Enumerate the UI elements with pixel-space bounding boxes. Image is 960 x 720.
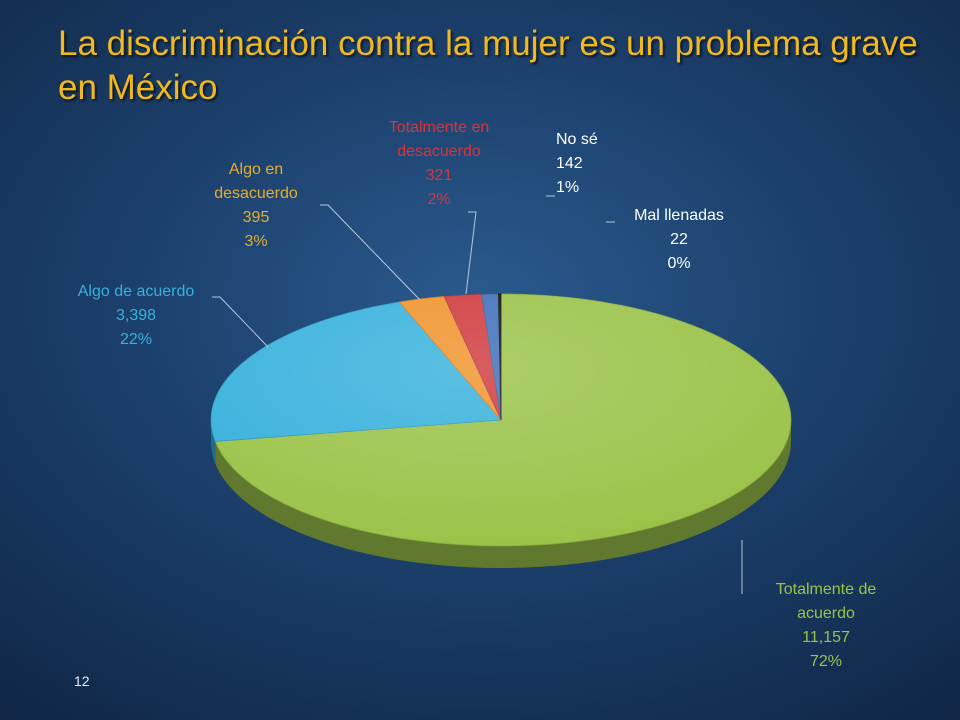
data-label-totalmente-en-desacuerdo: Totalmente en desacuerdo 321 2%: [370, 116, 508, 212]
pie-highlight: [211, 294, 791, 546]
label-percent-text: 0%: [667, 255, 691, 272]
data-label-algo-en-desacuerdo: Algo en desacuerdo 395 3%: [198, 158, 314, 254]
page-number: 12: [74, 673, 90, 689]
label-category-text: Algo en: [228, 161, 284, 178]
pie-side-totalmente-de-acuerdo: [215, 420, 792, 569]
label-value-text: 3,398: [115, 307, 157, 324]
label-percent-text: 2%: [427, 191, 451, 208]
label-value-text: 395: [242, 209, 270, 226]
data-label-totalmente-de-acuerdo: Totalmente de acuerdo 11,157 72%: [762, 578, 890, 674]
label-value-text: 11,157: [802, 629, 850, 646]
label-category-text: acuerdo: [797, 605, 855, 622]
leader-line-algo-en-desacuerdo: [320, 204, 421, 301]
label-value-text: 22: [670, 231, 688, 248]
data-label-mal-llenadas: Mal llenadas 22 0%: [624, 204, 734, 276]
label-category-text: Algo de acuerdo: [77, 283, 195, 300]
label-category-text: Totalmente en: [388, 119, 490, 136]
label-category-text: No sé: [556, 131, 598, 148]
data-label-algo-de-acuerdo: Algo de acuerdo 3,398 22%: [66, 280, 206, 352]
leader-line-totalmente-en-desacuerdo: [465, 211, 477, 295]
label-category-text: desacuerdo: [214, 185, 298, 202]
label-category-text: Mal llenadas: [634, 207, 724, 224]
label-percent-text: 3%: [244, 233, 268, 250]
label-percent-text: 1%: [556, 179, 580, 196]
label-percent-text: 22%: [119, 331, 153, 348]
label-value-text: 142: [556, 155, 583, 172]
leader-line-algo-de-acuerdo: [212, 296, 269, 348]
label-percent-text: 72%: [809, 653, 843, 670]
label-category-text: Totalmente de: [775, 581, 877, 598]
slide-title: La discriminación contra la mujer es un …: [58, 24, 918, 107]
label-category-text: desacuerdo: [397, 143, 481, 160]
label-value-text: 321: [425, 167, 453, 184]
data-label-no-se: No sé 142 1%: [556, 128, 616, 200]
